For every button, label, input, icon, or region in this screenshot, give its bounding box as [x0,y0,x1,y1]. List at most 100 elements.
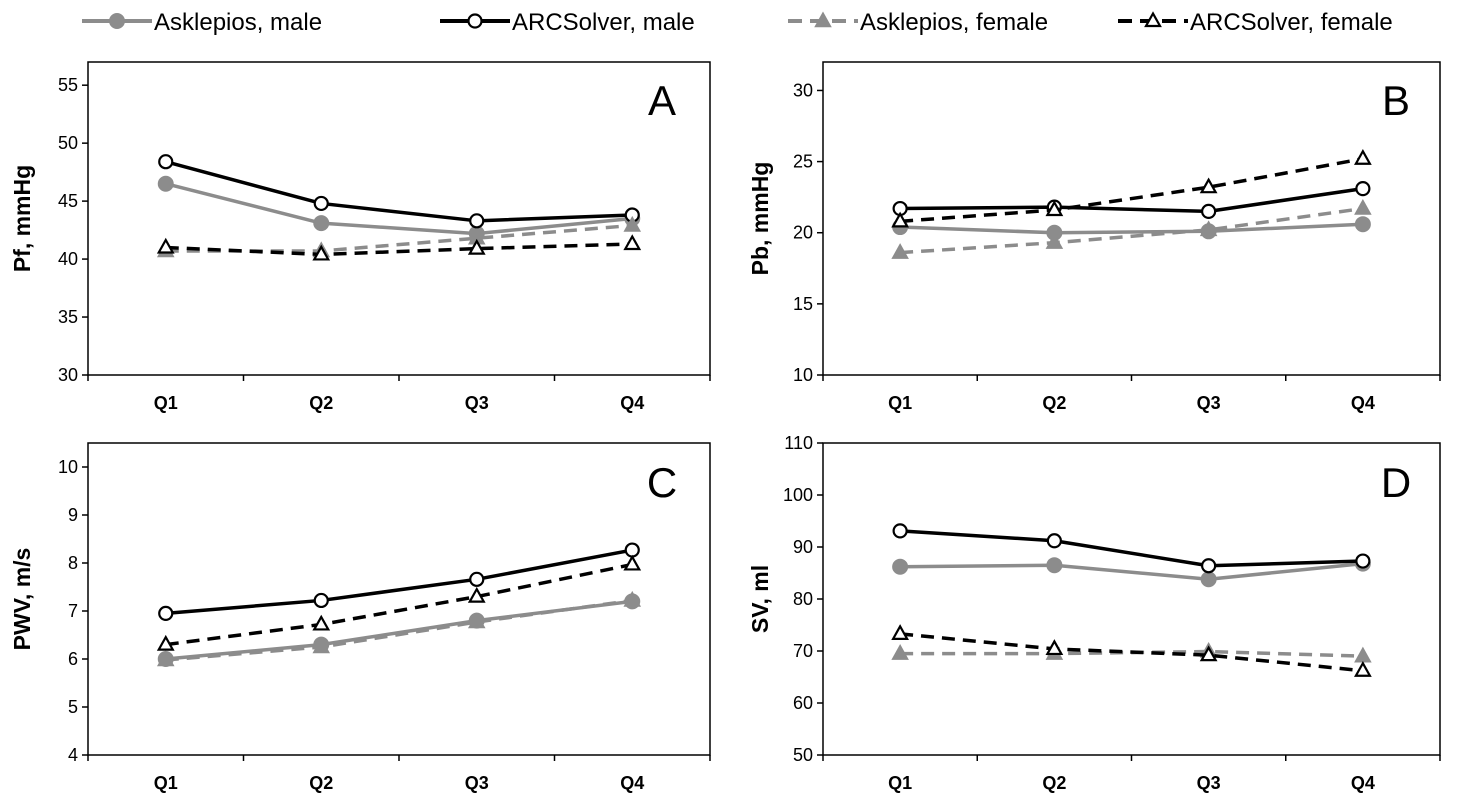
y-tick-label: 10 [793,365,813,385]
y-tick-label: 30 [793,80,813,100]
y-tick-label: 60 [793,693,813,713]
data-point [158,154,174,170]
series-line [165,242,633,257]
series-line [899,632,1364,673]
series-line [165,223,633,253]
data-point [624,542,640,558]
y-axis-label: SV, ml [747,565,773,633]
data-point [891,211,910,228]
data-point [1046,557,1063,574]
data-point [891,624,910,640]
x-tick-label: Q4 [620,773,644,793]
legend-marker [814,11,832,28]
data-point [1355,181,1371,197]
legend-item-arcsolver-male: ARCSolver, male [440,9,695,36]
data-point [312,244,331,261]
data-point [469,571,485,587]
data-point [1199,220,1218,237]
y-tick-label: 15 [793,294,813,314]
data-point [623,554,642,571]
x-tick-label: Q1 [888,393,912,413]
series-line [900,206,1364,255]
y-tick-label: 100 [783,485,813,505]
chart-panel-d: 50 60 70 80 90 100 110 Q1 Q2 Q3 Q4 SV, ml D [747,433,1441,793]
data-point [623,234,642,251]
data-point [313,592,329,609]
legend-item-asklepios-male: Asklepios, male [82,9,322,36]
legend-marker [109,13,125,29]
data-point [1045,639,1064,656]
x-tick-label: Q2 [1042,393,1066,413]
legend-label: Asklepios, female [860,9,1048,36]
series-arcsolver-male [158,154,640,229]
y-tick-label: 20 [793,223,813,243]
series-arcsolver-female [891,148,1372,228]
x-tick-label: Q3 [465,773,489,793]
legend-item-arcsolver-female: ARCSolver, female [1118,9,1393,36]
data-point [1354,646,1372,663]
legend-label: ARCSolver, male [512,9,695,36]
x-tick-label: Q4 [1351,393,1375,413]
series-line [165,562,633,647]
data-point [313,195,329,212]
chart-panel-c: 4 5 6 7 8 9 10 Q1 Q2 Q3 Q4 PWV, m/s C [9,442,711,793]
x-tick-label: Q2 [1042,773,1066,793]
x-tick-label: Q4 [620,393,644,413]
data-point [892,558,909,575]
series-arcsolver-female [891,624,1372,677]
data-point [1199,645,1218,662]
series-asklepios-female [891,198,1372,259]
y-tick-label: 55 [58,75,78,95]
data-point [1354,216,1371,233]
data-point [1201,558,1217,574]
legend: Asklepios, male ARCSolver, male Asklepios,… [82,9,1393,36]
y-tick-label: 6 [68,649,78,669]
series-arcsolver-female [156,554,642,651]
data-point [467,586,486,603]
legend-label: ARCSolver, female [1190,9,1393,36]
legend-marker [467,13,483,29]
series-line [900,561,1364,581]
plot-area-border [822,61,1441,376]
y-axis-label: Pf, mmHg [9,165,35,272]
data-point [156,634,175,651]
data-point [312,614,331,631]
data-point [1046,533,1062,549]
data-point [1355,553,1371,569]
y-tick-label: 10 [58,457,78,477]
x-tick-label: Q1 [154,773,178,793]
y-tick-label: 70 [793,641,813,661]
data-point [156,650,175,667]
series-line [165,548,633,616]
data-point [1199,177,1218,194]
data-point [1201,203,1217,219]
plot-area-border [87,442,711,756]
x-tick-label: Q1 [154,393,178,413]
legend-label: Asklepios, male [154,9,322,36]
data-point [469,213,485,229]
data-point [312,637,331,654]
y-tick-label: 7 [68,601,78,621]
panel-letter: A [648,77,676,124]
series-arcsolver-male [892,523,1371,574]
x-tick-label: Q3 [1197,773,1221,793]
y-tick-label: 110 [784,433,813,453]
chart-panel-a: 30 35 40 45 50 55 Q1 Q2 Q3 Q4 Pf, mmHg A [9,61,711,413]
series-line [165,598,633,662]
data-point [892,523,908,539]
x-tick-label: Q1 [888,773,912,793]
series-line [900,529,1363,568]
series-arcsolver-female [156,234,642,261]
plot-area-border [822,442,1441,756]
data-point [891,644,909,660]
y-tick-label: 5 [68,697,78,717]
data-point [313,215,330,232]
series-line [165,182,633,236]
data-point [1045,233,1064,249]
series-line [900,186,1364,214]
y-tick-label: 25 [793,152,813,172]
data-point [157,175,174,192]
x-tick-label: Q4 [1351,773,1375,793]
series-asklepios-female [156,590,642,667]
